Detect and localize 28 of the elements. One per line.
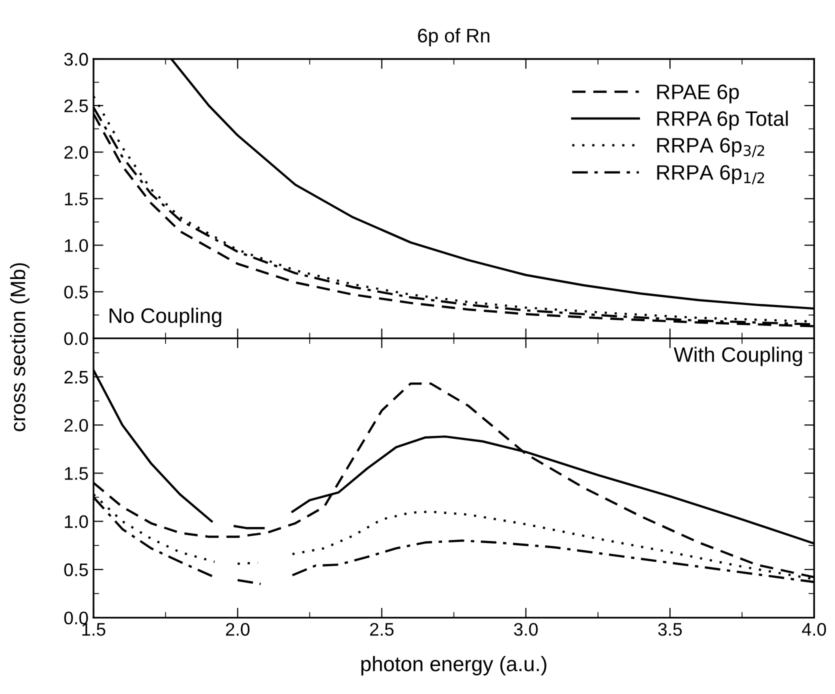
y-tick-label: 2.5	[64, 370, 88, 384]
annotation: No Coupling	[110, 308, 222, 328]
x-tick-label: 3.5	[658, 623, 682, 636]
legend-label: RPAE 6p	[657, 84, 739, 104]
y-tick-label: 3.0	[64, 52, 88, 66]
y-tick-label: 2.0	[64, 418, 88, 432]
legend-label: RRPA 6p Total	[657, 110, 788, 130]
y-tick-label: 1.5	[64, 192, 88, 206]
y-axis-title: cross section (Mb)	[10, 263, 30, 432]
y-tick-label: 0.5	[64, 563, 88, 576]
y-tick-label: 1.0	[64, 515, 88, 528]
chart-title: 6p of Rn	[418, 28, 490, 46]
y-tick-label: 2.5	[64, 99, 88, 112]
legend-label: RRPA 6p$_{3/2}$	[657, 138, 764, 158]
x-axis-title: photon energy (a.u.)	[361, 656, 546, 676]
legend-label: RRPA 6p$_{1/2}$	[657, 165, 764, 184]
y-tick-label: 1.0	[64, 239, 88, 252]
y-tick-label: 0.0	[64, 332, 88, 346]
annotation: With Coupling	[674, 346, 802, 366]
x-tick-label: 1.5	[82, 623, 106, 636]
x-tick-label: 4.0	[802, 623, 826, 636]
x-tick-label: 3.0	[514, 623, 538, 636]
x-tick-label: 2.5	[370, 623, 394, 636]
y-tick-label: 0.0	[64, 612, 88, 624]
y-tick-label: 0.5	[64, 286, 88, 298]
y-tick-label: 1.5	[64, 467, 88, 480]
x-tick-label: 2.0	[226, 623, 250, 636]
y-tick-label: 2.0	[64, 146, 88, 159]
